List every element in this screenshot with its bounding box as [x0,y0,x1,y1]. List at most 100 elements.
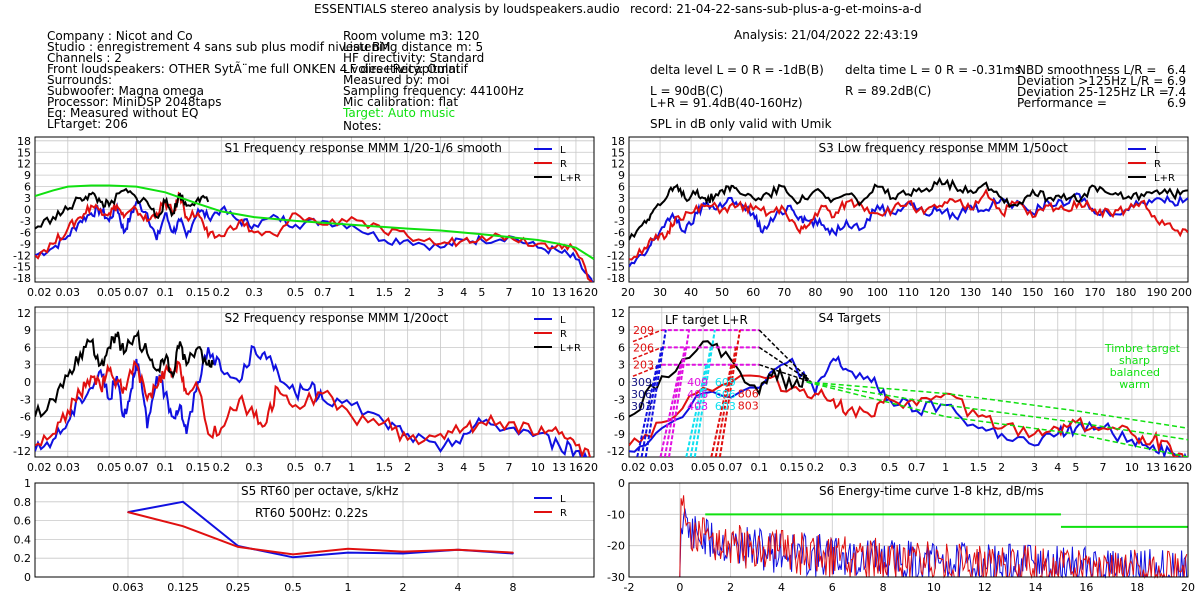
s5-point-r-2 [237,546,239,548]
s1-xtick-13: 3 [437,286,444,299]
s2-series-r [35,359,592,457]
delta-time: delta time L = 0 R = -0.31ms [845,63,1021,77]
s1-xtick-2: 0.05 [97,286,122,299]
s6-xtick-7: 12 [978,581,992,594]
s1-xtick-15: 5 [478,286,485,299]
s2-xtick-1: 0.03 [56,461,81,474]
s6-ytick-1: -10 [607,508,625,521]
s3-ytick-1: 15 [611,146,625,159]
s2-xtick-3: 0.07 [124,461,149,474]
s1-ytick-0: 18 [17,135,31,148]
delta-level: delta level L = 0 R = -1dB(B) [650,63,824,77]
s1-legend-1: R [560,159,567,170]
info-company: Company : Nicot and Co [47,29,193,43]
s4-sharp-label: sharp [1119,354,1150,367]
s1-title: S1 Frequency response MMM 1/20-1/6 smoot… [225,141,502,155]
s2-legend-2: L+R [560,343,581,354]
s2-xtick-8: 0.5 [287,461,305,474]
s4-blue-label-0: 309 [631,376,652,389]
s4-xtick-16: 7 [1100,461,1107,474]
s1-ytick-12: -18 [13,272,31,285]
s4-xtick-13: 3 [1031,461,1038,474]
s4-xtick-12: 2 [998,461,1005,474]
info-hf: HF directivity: Standard [343,51,485,65]
s3-title: S3 Low frequency response MMM 1/50oct [819,141,1069,155]
s1-ytick-1: 15 [17,146,31,159]
s2-ytick-4: 0 [24,376,31,389]
s5-xtick-7: 8 [510,581,517,594]
s4-ytick-2: 6 [618,341,625,354]
s4-xtick-7: 0.3 [839,461,857,474]
s4-magenta-label-0: 409 [687,376,708,389]
s1-ytick-10: -12 [13,249,31,262]
s4-red-ramp-0 [632,329,663,343]
s2-series-lr [35,329,214,419]
s5-point-l-5 [402,552,404,555]
s6-xtick-1: 0 [676,581,683,594]
s3-ytick-2: 12 [611,158,625,171]
s3-legend-2: L+R [1154,173,1175,184]
info-target: Target: Auto music [343,106,456,120]
info-surrounds: Surrounds: [47,73,113,87]
s2-xtick-20: 20 [584,461,598,474]
s4-red-label-0: 209 [633,324,654,337]
s4-xtick-19: 16 [1163,461,1177,474]
s4-red-label-2: 203 [633,359,654,372]
s2-xtick-14: 4 [460,461,467,474]
info-room: Room volume m3: 120 [343,29,480,43]
s4-xtick-18: 13 [1146,461,1160,474]
s1-xtick-19: 16 [569,286,583,299]
s3-ytick-11: -15 [607,261,625,274]
s2-xtick-18: 13 [552,461,566,474]
s3-xtick-3: 50 [715,286,729,299]
nbd-value-3: 6.9 [1167,96,1187,110]
s5-xtick-6: 4 [455,581,462,594]
s2-xtick-10: 1 [348,461,355,474]
s3-ytick-3: 9 [618,169,625,182]
s1-xtick-17: 10 [531,286,545,299]
s4-timbre-curve-0 [806,381,1188,457]
s6-xtick-9: 16 [1079,581,1093,594]
s3-ytick-4: 6 [618,181,625,194]
s4-xtick-14: 4 [1054,461,1061,474]
s2-xtick-12: 2 [404,461,411,474]
s3-ytick-12: -18 [607,272,625,285]
info-mic: Mic calibration: flat [343,95,459,109]
s2-xtick-0: 0.02 [27,461,52,474]
s4-ytick-8: -12 [607,445,625,458]
s4-blue-label-2: 303 [631,400,652,413]
s6-xtick-11: 20 [1181,581,1195,594]
info-studio: Studio : enregistrement 4 sans sub plus … [47,40,391,54]
s2-ytick-5: -3 [20,393,31,406]
s4-cyan-label-2: 603 [715,400,736,413]
s2-xtick-15: 5 [478,461,485,474]
s1-ytick-6: 0 [24,204,31,217]
s4-ramp-red-0 [718,329,741,457]
s5-ytick-5: 0 [24,571,31,584]
s5-ytick-0: 1 [24,477,31,490]
info-eq: Eq: Measured without EQ [47,106,199,120]
s3-ytick-9: -9 [614,238,625,251]
s1-xtick-0: 0.02 [27,286,52,299]
s4-warm-label: warm [1119,378,1150,391]
analysis-date: Analysis: 21/04/2022 22:43:19 [734,28,919,42]
s2-xtick-6: 0.2 [213,461,231,474]
s5-ytick-4: 0.2 [14,552,32,565]
s4-ramp-magenta-0 [668,329,691,457]
s1-ytick-11: -15 [13,261,31,274]
s3-ytick-7: -3 [614,215,625,228]
s3-ytick-8: -6 [614,226,625,239]
s3-xtick-4: 60 [746,286,760,299]
s4-ramp-blue-0 [644,329,667,457]
s2-xtick-5: 0.15 [186,461,211,474]
s3-xtick-11: 130 [960,286,981,299]
s5-point-r-7 [512,551,514,554]
s5-point-r-5 [402,550,404,553]
s4-xtick-11: 1.5 [970,461,988,474]
s3-ytick-0: 18 [611,135,625,148]
s3-xtick-9: 110 [898,286,919,299]
s1-xtick-16: 7 [506,286,513,299]
s4-ytick-1: 9 [618,324,625,337]
s1-ytick-7: -3 [20,215,31,228]
s4-title: S4 Targets [819,311,881,325]
